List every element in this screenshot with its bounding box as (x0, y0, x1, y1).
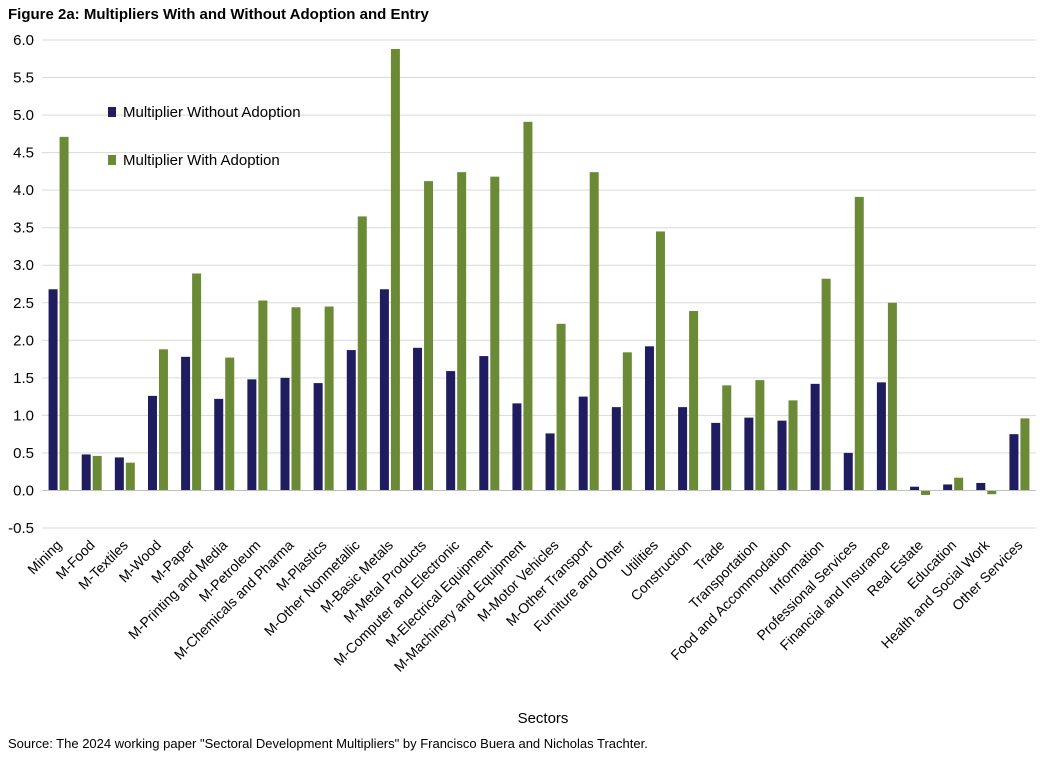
bar-with-adoption-15 (523, 121, 533, 491)
y-tick-label: 5.5 (13, 70, 34, 87)
bar-with-adoption-28 (954, 477, 964, 491)
y-axis-ticks: -0.5 0.0 0.5 1.0 1.5 2.0 2.5 3.0 3.5 4.0 4.5 5.0 5.5… (8, 32, 34, 537)
bar-without-adoption-19 (644, 346, 654, 491)
bar-with-adoption-7 (258, 300, 268, 491)
bar-without-adoption-26 (876, 382, 886, 491)
bar-without-adoption-22 (744, 417, 754, 491)
x-axis-label: Sectors (518, 710, 569, 727)
y-tick-label: 2.5 (13, 295, 34, 312)
bar-with-adoption-3 (125, 462, 135, 491)
bar-without-adoption-8 (280, 377, 290, 491)
bar-with-adoption-22 (755, 380, 765, 491)
source-note: Source: The 2024 working paper "Sectoral… (8, 736, 648, 751)
bar-with-adoption-4 (158, 349, 168, 491)
y-tick-label: 1.5 (13, 370, 34, 387)
bar-with-adoption-25 (854, 196, 864, 491)
bars (48, 49, 1030, 495)
bar-with-adoption-12 (424, 181, 434, 491)
bar-with-adoption-9 (324, 306, 334, 491)
y-tick-label: 0.0 (13, 482, 34, 499)
bar-with-adoption-19 (655, 231, 665, 491)
bar-without-adoption-17 (578, 396, 588, 491)
bar-with-adoption-5 (192, 273, 202, 491)
bar-without-adoption-27 (910, 486, 920, 491)
bar-without-adoption-16 (545, 433, 555, 491)
y-tick-label: 1.0 (13, 407, 34, 424)
y-tick-label: 0.5 (13, 445, 34, 462)
bar-without-adoption-25 (843, 452, 853, 491)
bar-with-adoption-8 (291, 307, 301, 491)
bar-without-adoption-1 (48, 289, 58, 491)
bar-without-adoption-5 (181, 356, 191, 491)
bar-without-adoption-7 (247, 379, 257, 491)
bar-without-adoption-10 (346, 350, 356, 491)
legend-label: Multiplier With Adoption (123, 152, 280, 169)
bar-with-adoption-30 (1020, 418, 1030, 491)
bar-with-adoption-27 (921, 490, 931, 495)
y-tick-label: 3.5 (13, 220, 34, 237)
gridlines (42, 39, 1036, 529)
chart-title: Figure 2a: Multipliers With and Without … (8, 6, 429, 23)
bar-with-adoption-29 (987, 490, 997, 495)
bar-without-adoption-28 (943, 484, 953, 491)
bar-with-adoption-13 (457, 172, 467, 491)
bar-without-adoption-3 (114, 457, 124, 491)
bar-with-adoption-2 (92, 455, 102, 491)
bar-without-adoption-11 (379, 289, 389, 491)
x-axis-ticks: MiningM-FoodM-TextilesM-WoodM-PaperM-Pri… (24, 536, 1025, 675)
y-tick-label: 6.0 (13, 32, 34, 49)
bar-with-adoption-20 (689, 311, 699, 491)
y-tick-label: -0.5 (8, 520, 34, 537)
bar-with-adoption-1 (59, 136, 69, 491)
bar-with-adoption-16 (556, 323, 566, 491)
bar-with-adoption-23 (788, 400, 798, 491)
bar-without-adoption-29 (976, 482, 986, 491)
bar-with-adoption-11 (390, 49, 400, 491)
bar-without-adoption-30 (1009, 434, 1019, 491)
legend-swatch (108, 107, 116, 117)
legend: Multiplier Without Adoption Multiplier Wi… (108, 104, 301, 169)
legend-swatch (108, 155, 116, 165)
legend-label: Multiplier Without Adoption (123, 104, 301, 121)
bar-without-adoption-24 (810, 383, 820, 491)
bar-without-adoption-13 (446, 371, 456, 491)
bar-with-adoption-26 (887, 302, 897, 491)
bar-without-adoption-15 (512, 403, 522, 491)
bar-without-adoption-4 (147, 395, 157, 491)
bar-with-adoption-10 (357, 216, 367, 491)
bar-with-adoption-21 (722, 385, 732, 491)
y-tick-label: 5.0 (13, 107, 34, 124)
y-tick-label: 4.5 (13, 145, 34, 162)
bar-without-adoption-21 (711, 422, 721, 491)
bar-without-adoption-9 (313, 383, 323, 491)
bar-without-adoption-20 (678, 407, 688, 491)
bar-without-adoption-23 (777, 420, 787, 491)
bar-with-adoption-14 (490, 176, 500, 491)
bar-without-adoption-2 (81, 454, 91, 491)
bar-with-adoption-18 (622, 352, 632, 491)
bar-without-adoption-12 (413, 347, 423, 491)
y-tick-label: 3.0 (13, 257, 34, 274)
bar-with-adoption-6 (225, 357, 235, 491)
bar-without-adoption-14 (479, 356, 489, 491)
bar-with-adoption-17 (589, 172, 599, 491)
y-tick-label: 4.0 (13, 182, 34, 199)
bar-without-adoption-6 (214, 398, 224, 491)
bar-with-adoption-24 (821, 278, 831, 491)
y-tick-label: 2.0 (13, 332, 34, 349)
bar-without-adoption-18 (611, 407, 621, 491)
